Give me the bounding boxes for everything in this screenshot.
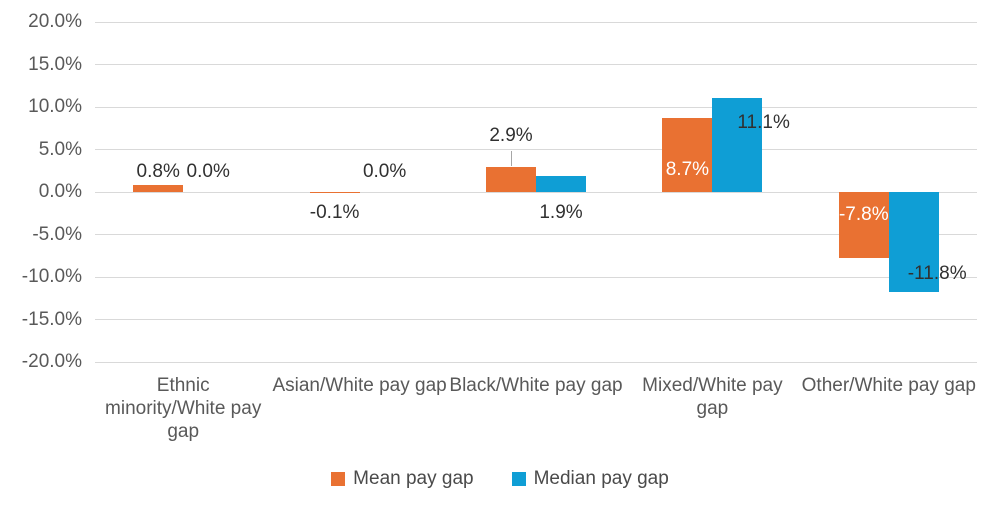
bar-mean-3	[662, 118, 713, 192]
y-axis-tick-label: 0.0%	[38, 181, 82, 202]
legend: Mean pay gap Median pay gap	[0, 468, 1000, 490]
legend-label-0: Mean pay gap	[353, 468, 474, 489]
gridline	[95, 21, 977, 23]
data-label-median-3: 11.1%	[737, 111, 790, 133]
y-axis-tick-label: 20.0%	[28, 11, 82, 32]
label-leader-line	[510, 151, 512, 167]
data-label-median-0: 0.0%	[186, 161, 230, 182]
category-label-4: Other/White pay gap	[801, 375, 976, 396]
gridline	[95, 106, 977, 108]
legend-item-1: Median pay gap	[511, 468, 669, 490]
category-label-0: Ethnic minority/White pay gap	[105, 375, 262, 442]
data-label-mean-4: -7.8%	[838, 204, 889, 225]
gridline	[95, 149, 977, 150]
data-label-median-4: -11.8%	[907, 263, 967, 285]
gridline	[95, 276, 977, 278]
data-label-mean-3: 8.7%	[665, 159, 710, 180]
y-axis-tick-label: 15.0%	[28, 53, 82, 75]
legend-swatch-1	[511, 472, 526, 486]
data-label-mean-2: 2.9%	[489, 125, 533, 147]
y-axis-tick-label: -20.0%	[21, 351, 82, 372]
gridline	[95, 64, 977, 65]
legend-item-0: Mean pay gap	[331, 468, 474, 490]
gridline	[95, 191, 977, 193]
bar-mean-1	[309, 192, 360, 193]
bar-median-3	[712, 97, 763, 192]
data-label-mean-1: -0.1%	[309, 202, 360, 223]
bar-median-2	[536, 175, 586, 192]
bar-mean-4	[838, 192, 889, 259]
y-axis-tick-label: -5.0%	[32, 223, 82, 245]
category-label-2: Black/White pay gap	[449, 375, 623, 396]
bar-mean-0	[133, 185, 184, 192]
data-label-mean-0: 0.8%	[136, 161, 180, 183]
legend-label-1: Median pay gap	[533, 468, 669, 489]
y-axis-tick-label: -15.0%	[21, 308, 82, 330]
gridline	[95, 361, 977, 363]
gridline	[95, 234, 977, 235]
y-axis-tick-label: 10.0%	[28, 96, 82, 117]
legend-swatch-0	[331, 472, 346, 486]
y-axis-tick-label: -10.0%	[21, 266, 82, 287]
data-label-median-1: 0.0%	[362, 161, 407, 182]
category-label-1: Asian/White pay gap	[272, 375, 447, 396]
data-label-median-2: 1.9%	[539, 202, 583, 223]
bar-mean-2	[486, 167, 536, 192]
y-axis-tick-label: 5.0%	[38, 138, 82, 160]
bar-median-4	[888, 192, 939, 293]
gridline	[95, 319, 977, 320]
category-label-3: Mixed/White pay gap	[642, 375, 783, 419]
